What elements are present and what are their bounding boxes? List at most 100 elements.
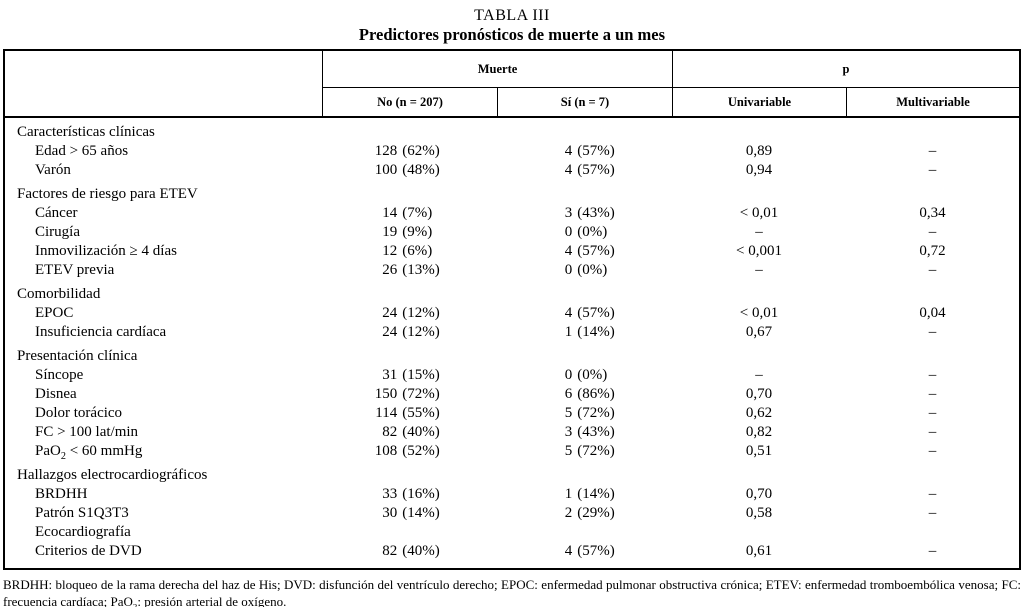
cell-p-univariable: – [755,262,763,278]
cell-p-univariable: 0,70 [745,386,773,402]
cell-muerte-no: 108 (52%) [374,443,440,459]
cell-p-multivariable: – [928,405,937,421]
row-label: Comorbilidad [17,286,101,302]
cell-muerte-si [497,523,672,542]
row-label: PaO2 < 60 mmHg [35,443,143,462]
cell-muerte-no: 82 (40%) [382,424,440,440]
cell-p-univariable: < 0,01 [739,305,779,321]
table-row: Síncope 31 (15%) 0 (0%) – – [5,366,1019,385]
cell-p-univariable: 0,70 [745,486,773,502]
cell-muerte-no: 82 (40%) [382,543,440,559]
table-row: FC > 100 lat/min 82 (40%) 3 (43%) 0,82 – [5,423,1019,442]
cell-muerte-no: 114 (55%) [375,405,440,421]
row-label: Características clínicas [17,124,155,140]
table-group-row: Características clínicas [5,123,1019,142]
cell-p-multivariable: – [928,367,937,383]
cell-p-univariable: 0,89 [745,143,773,159]
cell-p-univariable: < 0,001 [736,243,782,259]
table-row: PaO2 < 60 mmHg 108 (52%) 5 (72%) 0,51 – [5,442,1019,462]
cell-p-univariable: – [755,367,763,383]
cell-muerte-no: 30 (14%) [382,505,440,521]
cell-p-univariable: 0,61 [745,543,773,559]
cell-muerte-si: 4 (57%) [564,162,615,178]
cell-muerte-no: 31 (15%) [382,367,440,383]
cell-muerte-si: 1 (14%) [564,324,615,340]
header-col-si: Sí (n = 7) [497,88,672,116]
cell-muerte-si: 4 (57%) [564,243,615,259]
cell-muerte-si: 0 (0%) [564,262,608,278]
cell-p-multivariable: – [928,143,937,159]
cell-p-univariable: 0,67 [745,324,773,340]
table-row: Dolor torácico 114 (55%) 5 (72%) 0,62 – [5,404,1019,423]
cell-muerte-no: 19 (9%) [382,224,433,240]
header-col-univariable: Univariable [672,88,846,116]
cell-p-univariable: – [755,224,763,240]
cell-muerte-no: 24 (12%) [382,324,440,340]
cell-muerte-no: 128 (62%) [374,143,440,159]
table-row: Patrón S1Q3T3 30 (14%) 2 (29%) 0,58 – [5,504,1019,523]
row-label: ETEV previa [35,262,115,278]
header-group-p: p [672,51,1019,88]
table-group-row: Comorbilidad [5,285,1019,304]
cell-muerte-si: 5 (72%) [564,405,615,421]
row-label: FC > 100 lat/min [35,424,139,440]
table-body: Características clínicas Edad > 65 años 12… [5,118,1019,568]
title-block: TABLA III Predictores pronósticos de mue… [0,0,1024,45]
cell-p-multivariable: 0,04 [919,305,946,321]
row-label: Edad > 65 años [35,143,129,159]
footnote: BRDHH: bloqueo de la rama derecha del ha… [3,577,1021,607]
row-label: Cáncer [35,205,78,221]
header-stub-cell [5,51,322,116]
cell-muerte-no: 26 (13%) [382,262,440,278]
row-label: Cirugía [35,224,80,240]
row-label: Varón [35,162,71,178]
cell-p-univariable: 0,62 [745,405,773,421]
row-label: Inmovilización ≥ 4 días [35,243,177,259]
table-row: Inmovilización ≥ 4 días 12 (6%) 4 (57%) < 0,0… [5,242,1019,261]
cell-p-univariable [672,523,846,542]
row-label: Síncope [35,367,84,383]
table-row: Criterios de DVD 82 (40%) 4 (57%) 0,61 – [5,542,1019,561]
cell-muerte-si: 6 (86%) [564,386,615,402]
cell-p-multivariable: 0,72 [919,243,946,259]
table-row: EPOC 24 (12%) 4 (57%) < 0,01 0,04 [5,304,1019,323]
cell-muerte-si: 4 (57%) [564,305,615,321]
table-row: Disnea 150 (72%) 6 (86%) 0,70 – [5,385,1019,404]
table-row: Ecocardiografía [5,523,1019,542]
table-row: Cáncer 14 (7%) 3 (43%) < 0,01 0,34 [5,204,1019,223]
cell-muerte-si: 5 (72%) [564,443,615,459]
table-group-row: Presentación clínica [5,347,1019,366]
header-col-multivariable: Multivariable [846,88,1019,116]
table-group-row: Hallazgos electrocardiográficos [5,466,1019,485]
cell-p-multivariable: – [928,486,937,502]
table-row: Cirugía 19 (9%) 0 (0%) – – [5,223,1019,242]
cell-muerte-no: 14 (7%) [382,205,433,221]
cell-p-univariable: 0,58 [745,505,773,521]
table-row: BRDHH 33 (16%) 1 (14%) 0,70 – [5,485,1019,504]
row-label: Patrón S1Q3T3 [35,505,129,521]
cell-muerte-no: 150 (72%) [374,386,440,402]
table-row: ETEV previa 26 (13%) 0 (0%) – – [5,261,1019,280]
header-group-muerte: Muerte [322,51,672,88]
table-title: Predictores pronósticos de muerte a un m… [358,25,666,44]
cell-muerte-si: 0 (0%) [564,367,608,383]
cell-p-multivariable: – [928,324,937,340]
cell-p-univariable: < 0,01 [739,205,779,221]
row-label: Dolor torácico [35,405,123,421]
table-group-row: Factores de riesgo para ETEV [5,185,1019,204]
cell-muerte-no [322,523,497,542]
cell-muerte-si: 3 (43%) [564,424,615,440]
cell-muerte-si: 4 (57%) [564,143,615,159]
cell-p-multivariable: – [928,224,937,240]
row-label: Hallazgos electrocardiográficos [17,467,208,483]
cell-muerte-si: 2 (29%) [564,505,615,521]
cell-muerte-si: 4 (57%) [564,543,615,559]
cell-p-multivariable: – [928,386,937,402]
cell-muerte-no: 100 (48%) [374,162,440,178]
row-label: Factores de riesgo para ETEV [17,186,198,202]
cell-p-univariable: 0,51 [745,443,773,459]
table-row: Insuficiencia cardíaca 24 (12%) 1 (14%) 0,67 – [5,323,1019,342]
cell-p-multivariable: 0,34 [919,205,946,221]
cell-muerte-no: 24 (12%) [382,305,440,321]
